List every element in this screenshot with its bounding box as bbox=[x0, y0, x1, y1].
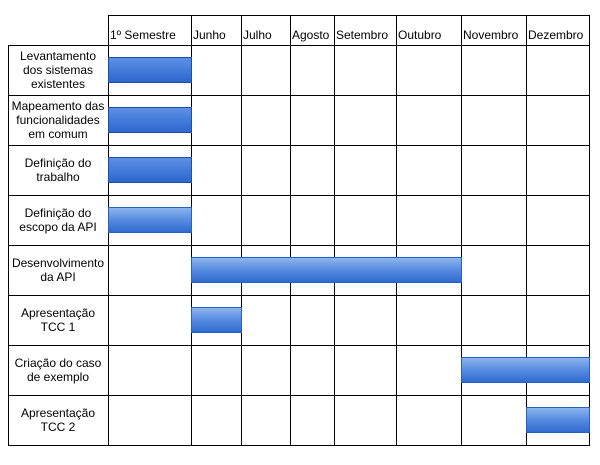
grid-cell bbox=[241, 395, 291, 446]
grid-cell bbox=[461, 395, 527, 446]
task-label-cell bbox=[8, 395, 109, 446]
task-bar bbox=[108, 107, 192, 133]
grid-cell bbox=[396, 95, 462, 146]
task-bar bbox=[108, 157, 192, 183]
grid-cell bbox=[461, 295, 527, 346]
task-bar bbox=[191, 257, 462, 283]
grid-cell bbox=[241, 345, 291, 396]
grid-cell bbox=[191, 145, 242, 196]
grid-cell bbox=[290, 45, 335, 96]
grid-cell bbox=[334, 395, 397, 446]
grid-cell bbox=[191, 195, 242, 246]
grid-cell bbox=[241, 295, 291, 346]
grid-cell bbox=[461, 95, 527, 146]
task-label: Desenvolvimento da API bbox=[11, 256, 105, 284]
task-label: Criação do caso de exemplo bbox=[14, 356, 102, 384]
grid-cell bbox=[334, 195, 397, 246]
grid-cell bbox=[191, 345, 242, 396]
task-label-cell bbox=[8, 45, 109, 96]
task-label: Mapeamento das funcionalidades em comum bbox=[11, 99, 105, 141]
month-header-cell bbox=[191, 15, 242, 46]
grid-cell bbox=[396, 345, 462, 396]
grid-cell bbox=[241, 145, 291, 196]
grid-cell bbox=[461, 195, 527, 246]
task-bar bbox=[108, 207, 192, 233]
task-label: Definição do trabalho bbox=[24, 156, 92, 184]
grid-cell bbox=[108, 345, 192, 396]
grid-cell bbox=[334, 95, 397, 146]
grid-cell bbox=[334, 45, 397, 96]
task-bar bbox=[191, 307, 242, 333]
grid-cell bbox=[461, 145, 527, 196]
grid-cell bbox=[334, 145, 397, 196]
month-label: Dezembro bbox=[528, 28, 584, 42]
month-label: Outubro bbox=[398, 28, 442, 42]
task-bar bbox=[461, 357, 590, 383]
grid-cell bbox=[108, 295, 192, 346]
month-label: Junho bbox=[193, 28, 226, 42]
grid-cell bbox=[241, 95, 291, 146]
task-bar bbox=[526, 407, 590, 433]
month-label: 1º Semestre bbox=[110, 28, 176, 42]
grid-cell bbox=[396, 195, 462, 246]
grid-cell bbox=[526, 45, 590, 96]
grid-cell bbox=[526, 195, 590, 246]
month-header-cell bbox=[461, 15, 527, 46]
grid-cell bbox=[191, 45, 242, 96]
task-label: Apresentação TCC 2 bbox=[20, 406, 96, 434]
grid-cell bbox=[396, 395, 462, 446]
grid-cell bbox=[290, 345, 335, 396]
month-label: Novembro bbox=[463, 28, 519, 42]
grid-cell bbox=[334, 295, 397, 346]
grid-cell bbox=[290, 295, 335, 346]
task-label: Apresentação TCC 1 bbox=[20, 306, 96, 334]
grid-cell bbox=[526, 145, 590, 196]
grid-cell bbox=[290, 195, 335, 246]
task-label: Definição do escopo da API bbox=[19, 206, 97, 234]
task-label-cell bbox=[8, 245, 109, 296]
grid-cell bbox=[290, 95, 335, 146]
grid-cell bbox=[191, 395, 242, 446]
grid-cell bbox=[334, 345, 397, 396]
task-label: Levantamento dos sistemas existentes bbox=[19, 49, 97, 91]
grid-cell bbox=[461, 45, 527, 96]
grid-cell bbox=[396, 295, 462, 346]
grid-cell bbox=[526, 245, 590, 296]
month-label: Agosto bbox=[292, 28, 330, 42]
grid-cell bbox=[396, 45, 462, 96]
month-header-cell bbox=[526, 15, 590, 46]
grid-cell bbox=[241, 195, 291, 246]
task-label-cell bbox=[8, 345, 109, 396]
grid-cell bbox=[108, 245, 192, 296]
grid-cell bbox=[241, 45, 291, 96]
month-label: Setembro bbox=[336, 28, 389, 42]
task-bar bbox=[108, 57, 192, 83]
grid-cell bbox=[461, 245, 527, 296]
month-label: Julho bbox=[243, 28, 272, 42]
grid-cell bbox=[290, 395, 335, 446]
grid-cell bbox=[290, 145, 335, 196]
grid-cell bbox=[526, 95, 590, 146]
grid-cell bbox=[191, 95, 242, 146]
grid-cell bbox=[396, 145, 462, 196]
grid-cell bbox=[526, 295, 590, 346]
task-label-cell bbox=[8, 145, 109, 196]
grid-cell bbox=[108, 395, 192, 446]
